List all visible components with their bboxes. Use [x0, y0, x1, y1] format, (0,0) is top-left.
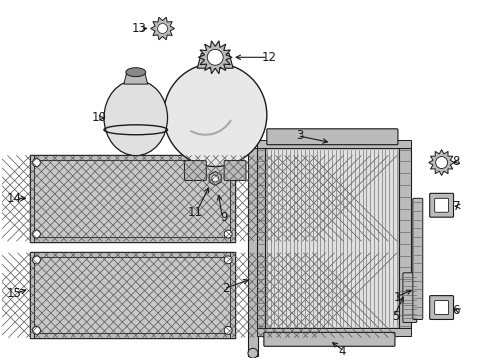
Circle shape [436, 157, 447, 168]
Bar [29, 252, 235, 338]
Text: 8: 8 [453, 155, 460, 168]
Circle shape [164, 63, 267, 167]
Text: 10: 10 [92, 111, 107, 124]
FancyBboxPatch shape [430, 296, 454, 319]
FancyBboxPatch shape [413, 198, 423, 319]
FancyBboxPatch shape [435, 198, 448, 212]
FancyBboxPatch shape [224, 161, 246, 180]
Text: 7: 7 [453, 200, 460, 213]
Text: 9: 9 [220, 211, 228, 224]
Polygon shape [150, 17, 174, 40]
Bar [257, 140, 411, 148]
Bar [257, 328, 411, 336]
Text: 5: 5 [392, 310, 400, 323]
Text: 3: 3 [296, 129, 304, 142]
Circle shape [32, 230, 41, 238]
Text: 12: 12 [262, 51, 277, 64]
Polygon shape [198, 41, 232, 74]
Circle shape [212, 175, 219, 182]
Circle shape [224, 230, 232, 238]
Bar [29, 154, 34, 242]
Circle shape [207, 49, 223, 65]
Bar [29, 333, 235, 338]
Bar [29, 154, 235, 159]
Circle shape [32, 327, 41, 334]
Circle shape [224, 256, 232, 264]
Circle shape [32, 256, 41, 264]
Bar [29, 252, 34, 338]
Bar [248, 148, 258, 356]
FancyBboxPatch shape [264, 332, 395, 346]
Bar [257, 148, 265, 328]
Bar [29, 252, 235, 257]
Bar [399, 148, 411, 328]
Circle shape [248, 348, 258, 358]
Bar [265, 148, 399, 328]
Text: 13: 13 [132, 22, 147, 35]
Circle shape [224, 159, 232, 167]
FancyBboxPatch shape [267, 129, 398, 145]
FancyBboxPatch shape [435, 301, 448, 315]
Text: 11: 11 [187, 206, 202, 219]
Text: 6: 6 [453, 304, 460, 317]
Ellipse shape [104, 80, 168, 156]
Polygon shape [429, 150, 455, 175]
FancyBboxPatch shape [430, 193, 454, 217]
Bar [29, 154, 235, 242]
Bar [29, 237, 235, 242]
Polygon shape [124, 72, 147, 84]
Text: 15: 15 [7, 287, 22, 300]
Polygon shape [197, 53, 233, 68]
FancyBboxPatch shape [403, 273, 417, 323]
Text: 14: 14 [6, 192, 22, 205]
Circle shape [158, 23, 168, 33]
Text: 2: 2 [222, 282, 230, 295]
Ellipse shape [126, 68, 146, 77]
Text: 1: 1 [393, 291, 401, 304]
Bar [230, 154, 235, 242]
FancyBboxPatch shape [184, 161, 206, 180]
Circle shape [224, 327, 232, 334]
Text: 4: 4 [339, 345, 346, 358]
Circle shape [32, 159, 41, 167]
Bar [230, 252, 235, 338]
